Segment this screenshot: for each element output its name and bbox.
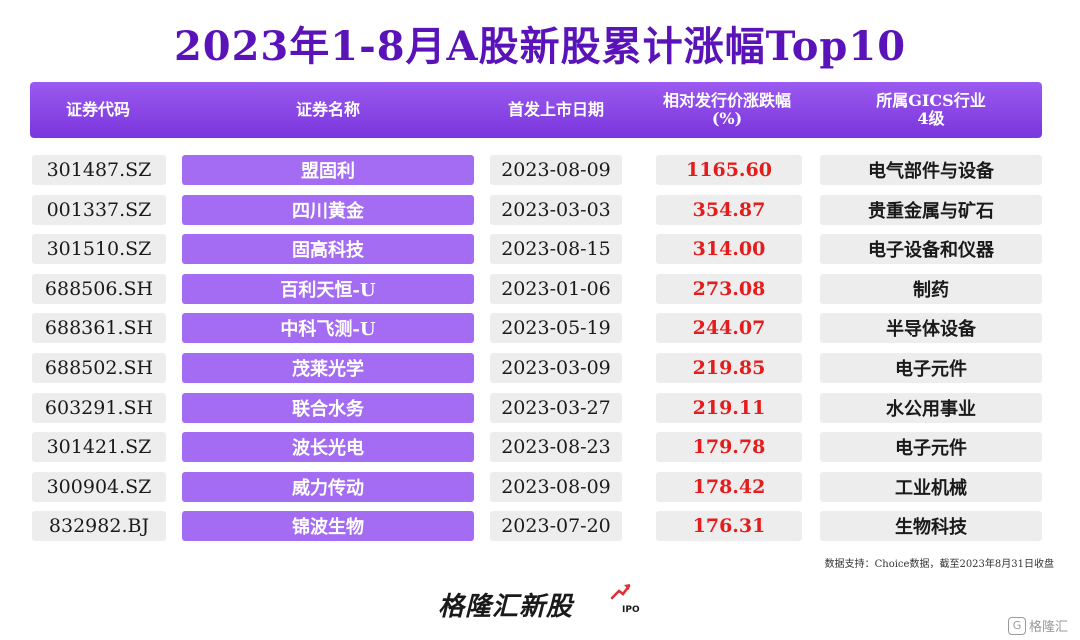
cell-pct: 219.11	[656, 393, 802, 423]
header-name: 证券名称	[182, 82, 474, 138]
cell-industry: 工业机械	[820, 472, 1042, 502]
table-row: 301487.SZ 盟固利 2023-08-09 1165.60 电气部件与设备	[0, 155, 1080, 187]
header-date-label: 首发上市日期	[507, 100, 604, 119]
header-industry-level: 4级	[917, 109, 945, 128]
cell-industry: 电子元件	[820, 353, 1042, 383]
table-row: 603291.SH 联合水务 2023-03-27 219.11 水公用事业	[0, 393, 1080, 425]
cell-name: 四川黄金	[182, 195, 474, 225]
cell-industry: 生物科技	[820, 511, 1042, 541]
cell-pct: 273.08	[656, 274, 802, 304]
table-row: 001337.SZ 四川黄金 2023-03-03 354.87 贵重金属与矿石	[0, 195, 1080, 227]
cell-name: 波长光电	[182, 432, 474, 462]
table-row: 301510.SZ 固高科技 2023-08-15 314.00 电子设备和仪器	[0, 234, 1080, 266]
header-industry-label: 所属GICS行业	[876, 91, 986, 110]
cell-date: 2023-01-06	[490, 274, 622, 304]
cell-pct: 1165.60	[656, 155, 802, 185]
cell-name: 百利天恒-U	[182, 274, 474, 304]
cell-code: 688506.SH	[32, 274, 166, 304]
cell-date: 2023-08-09	[490, 155, 622, 185]
header-pct-unit: (%)	[711, 109, 743, 128]
cell-industry: 制药	[820, 274, 1042, 304]
cell-code: 688361.SH	[32, 313, 166, 343]
cell-code: 301510.SZ	[32, 234, 166, 264]
cell-name: 联合水务	[182, 393, 474, 423]
cell-name: 威力传动	[182, 472, 474, 502]
cell-industry: 电子设备和仪器	[820, 234, 1042, 264]
cell-pct: 354.87	[656, 195, 802, 225]
cell-date: 2023-07-20	[490, 511, 622, 541]
cell-date: 2023-03-27	[490, 393, 622, 423]
header-name-label: 证券名称	[295, 100, 360, 119]
brand-logo-sub: IPO	[622, 605, 640, 615]
cell-date: 2023-08-23	[490, 432, 622, 462]
data-source-note: 数据支持：Choice数据，截至2023年8月31日收盘	[824, 559, 1054, 570]
cell-date: 2023-08-15	[490, 234, 622, 264]
cell-name: 茂莱光学	[182, 353, 474, 383]
table-row: 300904.SZ 威力传动 2023-08-09 178.42 工业机械	[0, 472, 1080, 504]
table-row: 301421.SZ 波长光电 2023-08-23 179.78 电子元件	[0, 432, 1080, 464]
page-title: 2023年1-8月A股新股累计涨幅Top10	[173, 23, 907, 70]
cell-name: 盟固利	[182, 155, 474, 185]
table-row: 688506.SH 百利天恒-U 2023-01-06 273.08 制药	[0, 274, 1080, 306]
watermark-icon: G	[1007, 616, 1026, 635]
cell-date: 2023-08-09	[490, 472, 622, 502]
cell-code: 832982.BJ	[32, 511, 166, 541]
table-header: 证券代码 证券名称 首发上市日期 相对发行价涨跌幅 (%) 所属GICS行业 4…	[30, 82, 1042, 138]
cell-code: 301421.SZ	[32, 432, 166, 462]
table-row: 688502.SH 茂莱光学 2023-03-09 219.85 电子元件	[0, 353, 1080, 385]
cell-industry: 半导体设备	[820, 313, 1042, 343]
brand-logo: 格隆汇新股	[438, 592, 574, 622]
cell-code: 688502.SH	[32, 353, 166, 383]
cell-code: 001337.SZ	[32, 195, 166, 225]
header-pct-label: 相对发行价涨跌幅	[662, 91, 791, 110]
table-row: 832982.BJ 锦波生物 2023-07-20 176.31 生物科技	[0, 511, 1080, 543]
cell-name: 固高科技	[182, 234, 474, 264]
cell-industry: 水公用事业	[820, 393, 1042, 423]
cell-code: 301487.SZ	[32, 155, 166, 185]
cell-name: 中科飞测-U	[182, 313, 474, 343]
cell-pct: 176.31	[656, 511, 802, 541]
cell-code: 603291.SH	[32, 393, 166, 423]
cell-date: 2023-03-03	[490, 195, 622, 225]
header-code: 证券代码	[30, 82, 166, 138]
cell-industry: 贵重金属与矿石	[820, 195, 1042, 225]
header-date: 首发上市日期	[490, 82, 622, 138]
cell-name: 锦波生物	[182, 511, 474, 541]
table-row: 688361.SH 中科飞测-U 2023-05-19 244.07 半导体设备	[0, 313, 1080, 345]
cell-pct: 178.42	[656, 472, 802, 502]
cell-date: 2023-05-19	[490, 313, 622, 343]
cell-pct: 219.85	[656, 353, 802, 383]
cell-industry: 电气部件与设备	[820, 155, 1042, 185]
cell-code: 300904.SZ	[32, 472, 166, 502]
cell-pct: 244.07	[656, 313, 802, 343]
cell-pct: 314.00	[656, 234, 802, 264]
watermark-text: 格隆汇	[1028, 620, 1068, 635]
cell-date: 2023-03-09	[490, 353, 622, 383]
cell-pct: 179.78	[656, 432, 802, 462]
header-pct: 相对发行价涨跌幅 (%)	[642, 82, 812, 138]
cell-industry: 电子元件	[820, 432, 1042, 462]
trend-arrow-icon	[610, 584, 631, 600]
header-industry: 所属GICS行业 4级	[820, 82, 1042, 138]
header-code-label: 证券代码	[65, 100, 130, 119]
watermark: G 格隆汇	[1007, 616, 1068, 635]
